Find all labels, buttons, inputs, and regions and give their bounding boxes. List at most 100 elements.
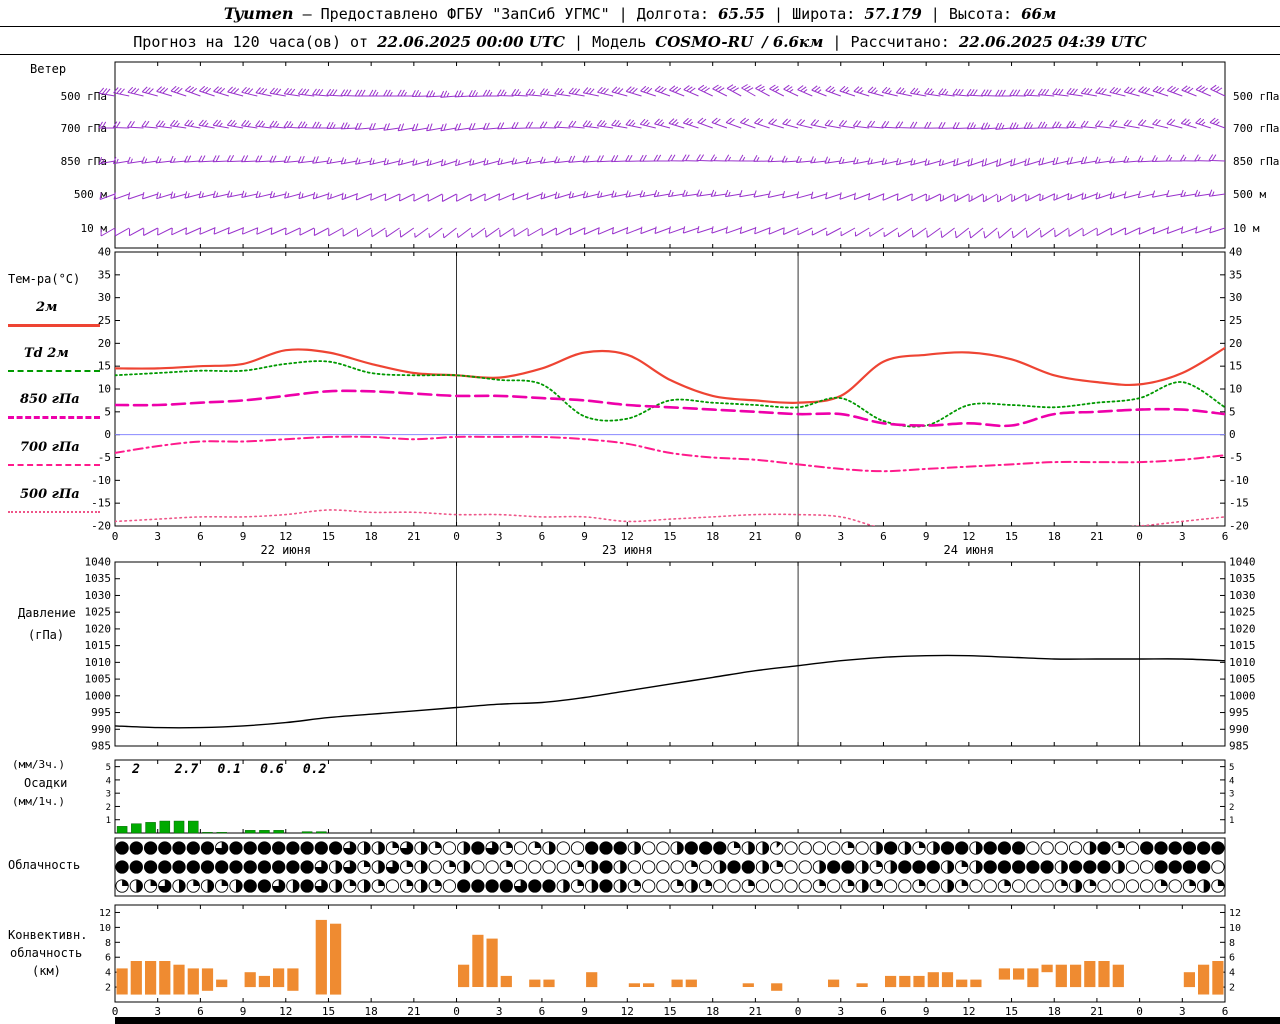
conv-panel-title1: Конвективн. xyxy=(8,928,88,942)
svg-text:995: 995 xyxy=(1229,706,1249,719)
svg-text:1030: 1030 xyxy=(1229,589,1256,602)
svg-text:21: 21 xyxy=(407,530,420,543)
svg-text:3: 3 xyxy=(496,1005,503,1018)
lon-value: 65.55 xyxy=(718,5,765,23)
svg-text:6: 6 xyxy=(197,1005,204,1018)
svg-text:3: 3 xyxy=(1179,1005,1186,1018)
svg-text:6: 6 xyxy=(1222,530,1229,543)
svg-text:10 м: 10 м xyxy=(1233,222,1260,235)
svg-text:-20: -20 xyxy=(91,520,111,533)
legend-label-t850: 850 гПа xyxy=(20,392,80,407)
svg-text:-15: -15 xyxy=(91,497,111,510)
svg-text:15: 15 xyxy=(322,530,335,543)
legend-line-td2m xyxy=(8,370,100,372)
svg-text:1005: 1005 xyxy=(85,673,112,686)
lon-label: | Долгота: xyxy=(618,5,709,23)
svg-text:3: 3 xyxy=(496,530,503,543)
svg-text:3: 3 xyxy=(837,530,844,543)
svg-text:990: 990 xyxy=(1229,723,1249,736)
conv-panel-units: (км) xyxy=(32,964,61,978)
cloud-panel-title: Облачность xyxy=(8,858,81,872)
svg-text:1040: 1040 xyxy=(85,556,112,569)
calc-label: | Рассчитано: xyxy=(832,33,950,51)
svg-text:20: 20 xyxy=(98,337,111,350)
svg-text:-5: -5 xyxy=(98,451,111,464)
svg-text:3: 3 xyxy=(1179,530,1186,543)
svg-text:20: 20 xyxy=(1229,337,1242,350)
svg-text:1015: 1015 xyxy=(85,639,112,652)
svg-text:3: 3 xyxy=(1229,790,1234,800)
svg-text:4: 4 xyxy=(106,776,111,786)
svg-text:500 м: 500 м xyxy=(74,188,107,201)
svg-text:15: 15 xyxy=(663,1005,676,1018)
svg-text:2: 2 xyxy=(1229,803,1234,813)
svg-text:4: 4 xyxy=(1229,776,1234,786)
alt-label: | Высота: xyxy=(930,5,1013,23)
svg-text:985: 985 xyxy=(1229,740,1249,753)
alt-value: 66м xyxy=(1021,5,1057,23)
svg-text:6: 6 xyxy=(1222,1005,1229,1018)
svg-text:5: 5 xyxy=(1229,405,1236,418)
precip-units-1h: (мм/1ч.) xyxy=(12,795,65,808)
svg-text:21: 21 xyxy=(1090,1005,1103,1018)
svg-text:15: 15 xyxy=(663,530,676,543)
svg-text:30: 30 xyxy=(1229,291,1242,304)
svg-text:12: 12 xyxy=(962,530,975,543)
svg-text:21: 21 xyxy=(749,530,762,543)
svg-text:0: 0 xyxy=(453,530,460,543)
svg-text:850 гПа: 850 гПа xyxy=(1233,155,1279,168)
svg-text:990: 990 xyxy=(91,723,111,736)
svg-text:0: 0 xyxy=(453,1005,460,1018)
wind-panel-title: Ветер xyxy=(30,62,67,76)
legend-label-t500: 500 гПа xyxy=(20,487,80,502)
svg-text:1005: 1005 xyxy=(1229,673,1256,686)
svg-text:700 гПа: 700 гПа xyxy=(1233,122,1279,135)
svg-text:18: 18 xyxy=(706,1005,719,1018)
svg-text:3: 3 xyxy=(106,790,111,800)
svg-text:35: 35 xyxy=(98,268,111,281)
svg-text:0: 0 xyxy=(112,1005,119,1018)
svg-text:9: 9 xyxy=(240,1005,247,1018)
svg-text:40: 40 xyxy=(98,246,111,259)
svg-text:21: 21 xyxy=(749,1005,762,1018)
svg-text:500 гПа: 500 гПа xyxy=(1233,90,1279,103)
svg-text:995: 995 xyxy=(91,706,111,719)
pressure-panel-units: (гПа) xyxy=(28,628,65,642)
svg-text:1010: 1010 xyxy=(85,656,112,669)
svg-text:1: 1 xyxy=(1229,816,1234,826)
cloud-symbols xyxy=(115,841,1225,893)
station-name: Tyumen xyxy=(223,4,294,23)
svg-text:0: 0 xyxy=(1229,428,1236,441)
svg-text:18: 18 xyxy=(1048,530,1061,543)
svg-text:4: 4 xyxy=(105,968,111,979)
svg-text:3: 3 xyxy=(837,1005,844,1018)
svg-text:1035: 1035 xyxy=(1229,572,1256,585)
svg-text:15: 15 xyxy=(322,1005,335,1018)
convective-bars xyxy=(116,919,1224,995)
precip-bars: 2 2.7 0.1 0.6 0.2 xyxy=(116,762,327,834)
svg-text:2.7: 2.7 xyxy=(174,762,199,777)
legend-line-t850 xyxy=(8,416,100,419)
svg-text:9: 9 xyxy=(581,530,588,543)
conv-panel-title2: облачность xyxy=(10,946,83,960)
svg-text:-20: -20 xyxy=(1229,520,1249,533)
model-resolution: / 6.6км xyxy=(762,33,824,51)
svg-text:18: 18 xyxy=(706,530,719,543)
svg-text:24 июня: 24 июня xyxy=(944,543,995,557)
svg-text:1030: 1030 xyxy=(85,589,112,602)
svg-text:9: 9 xyxy=(923,1005,930,1018)
pressure-curve xyxy=(114,654,1226,729)
svg-text:25: 25 xyxy=(1229,314,1242,327)
svg-text:3: 3 xyxy=(154,1005,161,1018)
svg-text:1: 1 xyxy=(106,816,111,826)
svg-text:6: 6 xyxy=(105,953,111,964)
legend-line-t700 xyxy=(8,464,100,466)
svg-text:15: 15 xyxy=(1005,1005,1018,1018)
svg-text:1020: 1020 xyxy=(1229,622,1256,635)
svg-text:0: 0 xyxy=(1136,1005,1143,1018)
svg-text:9: 9 xyxy=(923,530,930,543)
svg-text:1025: 1025 xyxy=(85,606,112,619)
